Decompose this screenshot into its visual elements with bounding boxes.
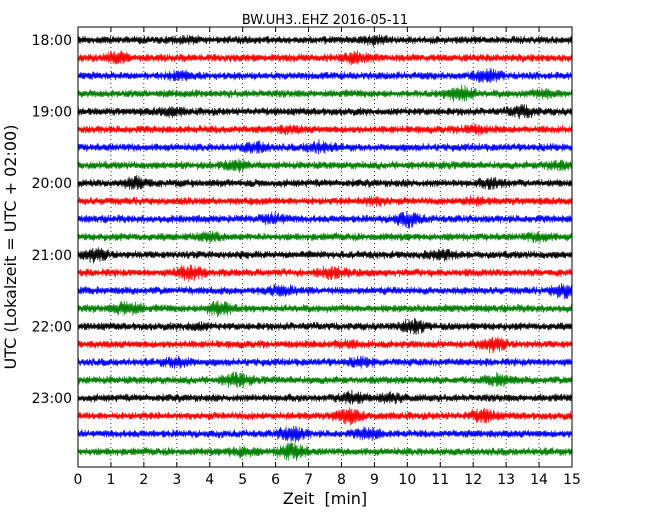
trace-1845 — [77, 84, 573, 103]
trace-2015 — [77, 195, 573, 208]
trace-2145 — [77, 300, 573, 317]
trace-2300 — [77, 389, 573, 405]
trace-1830 — [77, 68, 573, 84]
x-tick-label: 3 — [172, 472, 181, 488]
x-tick-label: 9 — [370, 472, 379, 488]
x-tick-label: 2 — [139, 472, 148, 488]
chart-title: BW.UH3..EHZ 2016-05-11 — [242, 13, 408, 28]
x-tick-label: 6 — [271, 472, 280, 488]
trace-2330 — [77, 425, 573, 443]
trace-2130 — [77, 282, 573, 300]
trace-2315 — [77, 407, 573, 426]
trace-1915 — [77, 123, 573, 136]
y-tick-label: 21:00 — [32, 248, 72, 264]
x-tick-label: 1 — [106, 472, 115, 488]
x-tick-label: 4 — [205, 472, 214, 488]
plot-frame — [77, 26, 573, 468]
trace-2030 — [77, 211, 573, 229]
y-axis-label: UTC (Lokalzeit = UTC + 02:00) — [1, 125, 20, 370]
trace-2000 — [77, 175, 573, 191]
x-axis-label: Zeit [min] — [283, 489, 367, 508]
trace-2045 — [77, 230, 573, 244]
y-tick-label: 18:00 — [32, 33, 72, 49]
trace-1900 — [77, 103, 573, 119]
y-tick-label: 19:00 — [32, 105, 72, 121]
trace-2115 — [77, 264, 573, 282]
trace-1930 — [77, 139, 573, 155]
trace-1945 — [77, 158, 573, 173]
trace-2245 — [77, 371, 573, 389]
x-axis: 0 1 2 3 4 5 6 7 8 9 10 11 12 13 14 15 — [74, 27, 581, 488]
x-tick-label: 11 — [431, 472, 449, 488]
trace-1800 — [77, 34, 573, 47]
x-tick-label: 15 — [563, 472, 581, 488]
x-tick-label: 0 — [74, 472, 83, 488]
trace-2230 — [77, 355, 573, 369]
trace-2215 — [77, 336, 573, 354]
x-tick-label: 14 — [530, 472, 548, 488]
x-tick-label: 5 — [238, 472, 247, 488]
y-tick-label: 22:00 — [32, 319, 72, 335]
y-tick-label: 23:00 — [32, 391, 72, 407]
trace-1815 — [77, 50, 573, 65]
trace-2345 — [77, 442, 573, 461]
x-tick-label: 13 — [497, 472, 515, 488]
grid-lines — [110, 27, 540, 467]
x-tick-label: 12 — [464, 472, 482, 488]
trace-group — [77, 34, 573, 461]
y-tick-label: 20:00 — [32, 176, 72, 192]
y-axis: 18:00 19:00 20:00 21:00 22:00 23:00 — [32, 33, 83, 407]
trace-2200 — [77, 318, 573, 335]
x-tick-label: 7 — [304, 472, 313, 488]
x-tick-label: 10 — [398, 472, 416, 488]
x-tick-label: 8 — [337, 472, 346, 488]
trace-2100 — [77, 247, 573, 264]
